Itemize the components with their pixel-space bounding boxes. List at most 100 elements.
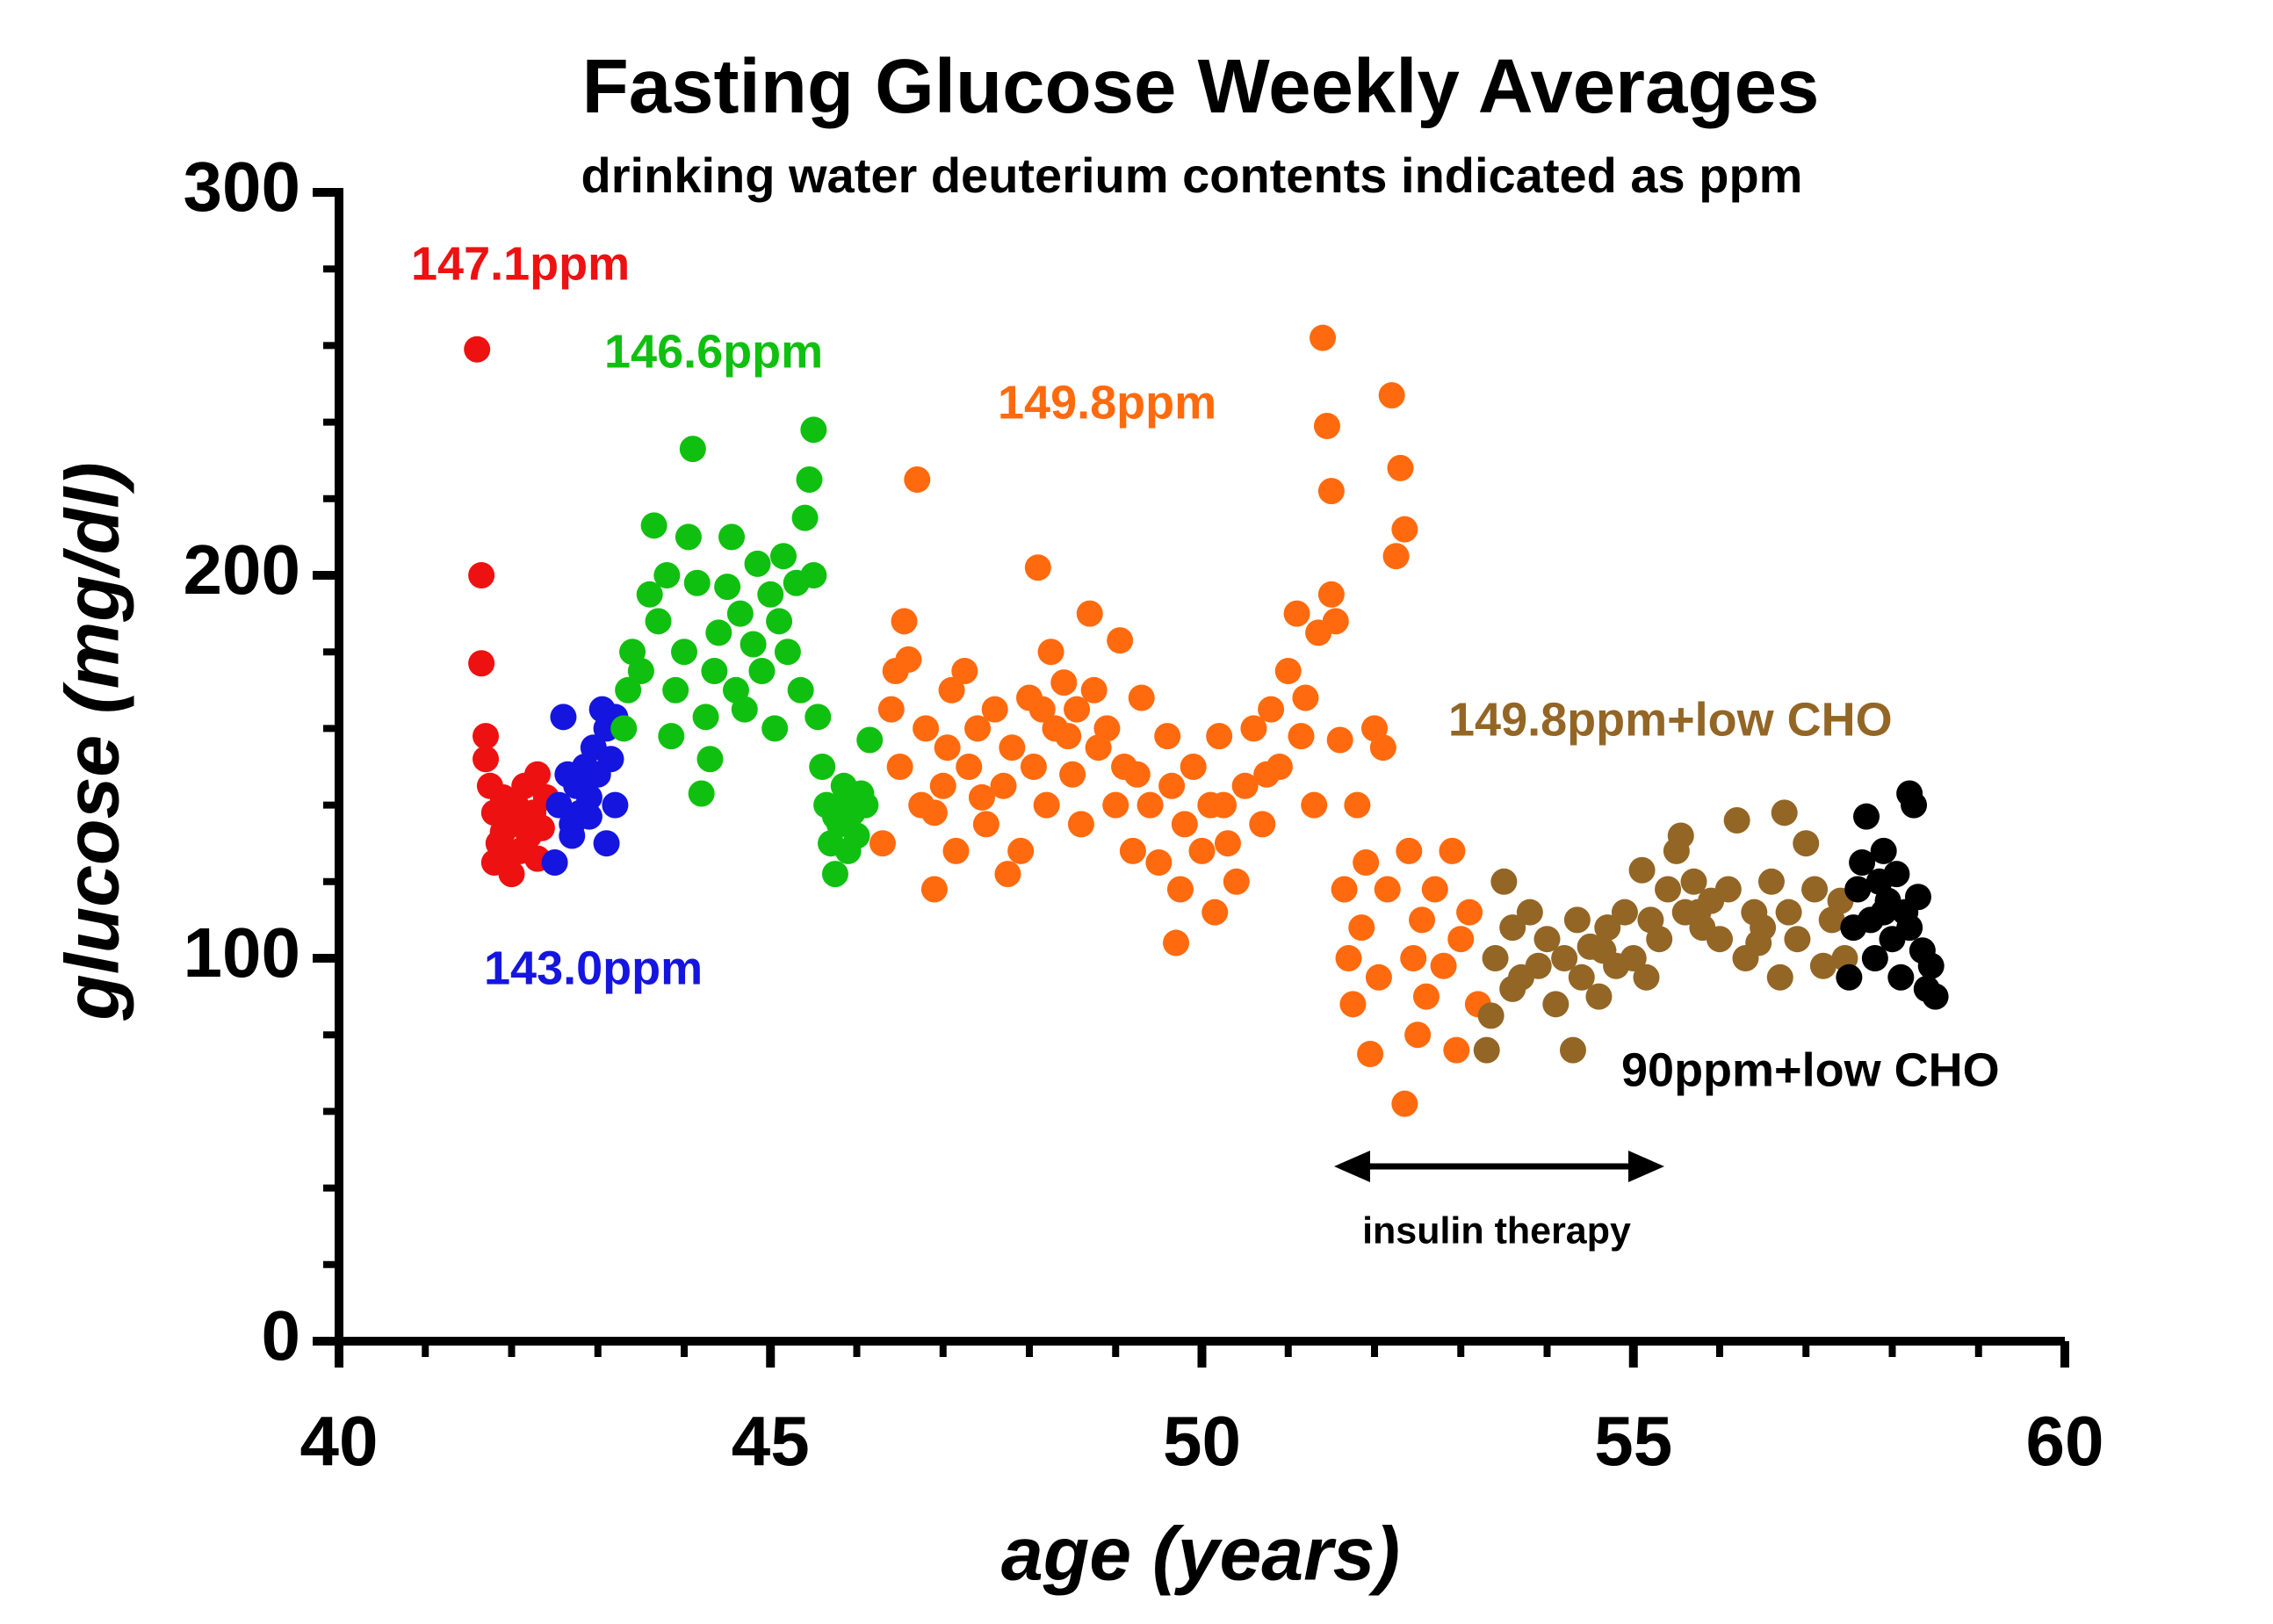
data-point [489,819,516,846]
data-point [994,861,1021,888]
data-point [1887,964,1915,991]
data-point [766,608,793,635]
data-point [1064,696,1091,723]
data-point [1439,837,1466,864]
data-point [688,780,715,807]
data-point [528,814,555,841]
x-tick-label: 55 [1594,1402,1672,1480]
data-point [1400,945,1427,971]
data-point [1870,837,1897,864]
data-point [1007,837,1035,864]
data-point [645,608,672,635]
data-point [800,416,827,444]
data-point [1365,964,1392,991]
data-point [1628,856,1656,884]
data-point [1646,926,1673,953]
data-point [1568,964,1595,991]
data-point [800,562,827,588]
data-point [1231,772,1259,799]
data-point [1353,849,1380,876]
data-point [1253,761,1281,788]
data-point [1849,849,1876,876]
data-point [1055,723,1082,750]
data-point [1563,906,1591,934]
data-point [1745,929,1772,956]
data-point [1707,926,1733,953]
x-tick-label: 50 [1163,1402,1241,1480]
data-point [615,676,642,704]
data-point [1844,876,1872,903]
data-point [1477,1002,1505,1029]
data-point [1430,952,1457,979]
data-point [1310,324,1337,351]
data-point [1883,861,1910,888]
data-point [1020,754,1047,780]
data-point [718,523,746,551]
data-point [968,783,995,811]
series-label: 149.8ppm+low CHO [1448,693,1893,746]
y-tick-label: 200 [184,531,300,609]
data-point [1335,945,1362,971]
data-point [1119,837,1146,864]
data-point [1680,868,1707,895]
chart-subtitle: drinking water deuterium contents indica… [581,148,1803,203]
data-point [929,772,956,799]
data-point [805,704,832,731]
chart-title: Fasting Glucose Weekly Averages [582,44,1820,129]
data-point [1093,715,1121,742]
data-point [1357,1041,1384,1067]
data-point [787,676,814,704]
data-point [1917,952,1945,979]
data-point [1240,715,1267,742]
data-point [1180,754,1207,780]
series-label: 149.8ppm [998,376,1216,429]
data-point [1685,899,1712,926]
data-point [748,658,776,684]
data-point [1076,600,1103,627]
data-point [545,791,573,819]
data-point [1443,1036,1470,1064]
data-point [1516,899,1543,926]
data-point [913,715,940,742]
data-point [1188,837,1216,864]
data-point [1447,926,1475,953]
data-point [1288,723,1315,750]
data-point [593,830,620,857]
data-point [1723,807,1750,834]
data-point [658,723,685,750]
data-point [1396,837,1423,864]
data-point [575,803,603,830]
data-point [1771,799,1798,826]
data-point [856,726,884,754]
data-point [981,696,1008,723]
data-point [1766,964,1793,991]
data-point [468,650,495,677]
data-point [1594,914,1621,942]
data-point [636,581,663,608]
y-tick-label: 0 [262,1296,301,1375]
data-point [1590,937,1617,964]
data-point [1861,945,1888,971]
data-point [1223,868,1250,895]
data-point [679,436,706,463]
data-point [834,783,862,811]
annotation: insulin therapy [1362,1209,1631,1252]
data-point [550,704,577,731]
data-point [731,696,758,723]
data-point [1283,600,1310,627]
data-point [1391,1090,1418,1117]
data-point [791,504,819,531]
data-point [1339,991,1367,1018]
data-point [920,799,948,826]
data-point [1214,830,1241,857]
data-point [1145,849,1173,876]
data-point [1525,952,1552,979]
data-point [886,754,913,780]
data-point [951,658,978,684]
data-point [1551,945,1578,971]
data-point [1374,876,1401,903]
data-point [653,562,681,588]
data-point [1901,791,1928,819]
data-point [1499,975,1526,1002]
series-label: 90ppm+low CHO [1621,1043,2000,1096]
